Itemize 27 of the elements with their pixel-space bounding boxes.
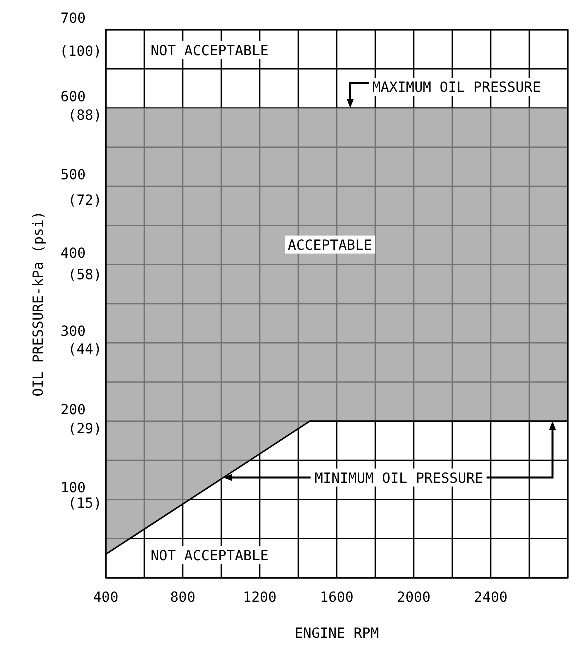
- x-tick-label: 800: [170, 590, 196, 606]
- y-tick-label: 700: [60, 11, 86, 27]
- annotation: MAXIMUM OIL PRESSURE: [372, 80, 542, 96]
- y-tick-label: 500: [60, 168, 86, 184]
- y2-tick-label: (88): [68, 108, 102, 124]
- y-tick-label: 100: [60, 480, 86, 497]
- x-tick-label: 1600: [320, 590, 354, 606]
- x-axis-title: ENGINE RPM: [294, 626, 380, 642]
- y2-tick-label: (72): [68, 192, 102, 209]
- y-tick-label: 200: [60, 402, 86, 418]
- y2-tick-label: (15): [68, 496, 102, 512]
- x-tick-label: 2400: [474, 590, 508, 606]
- y2-tick-label: (100): [60, 44, 102, 60]
- y2-tick-label: (58): [68, 267, 102, 284]
- annotation: ACCEPTABLE: [288, 238, 372, 254]
- x-tick-label: 2000: [397, 590, 431, 606]
- annotation: NOT ACCEPTABLE: [150, 548, 269, 565]
- y2-tick-label: (29): [68, 422, 102, 438]
- annotation: NOT ACCEPTABLE: [150, 43, 269, 60]
- y-tick-label: 400: [60, 246, 86, 262]
- annotation: MINIMUM OIL PRESSURE: [314, 470, 484, 487]
- y-tick-label: 300: [60, 324, 86, 340]
- y2-tick-label: (44): [68, 342, 102, 358]
- x-tick-label: 400: [93, 590, 119, 606]
- y-tick-label: 600: [60, 89, 86, 106]
- x-tick-label: 1200: [243, 590, 277, 606]
- y-axis-title: OIL PRESSURE-kPa (psi): [30, 211, 47, 397]
